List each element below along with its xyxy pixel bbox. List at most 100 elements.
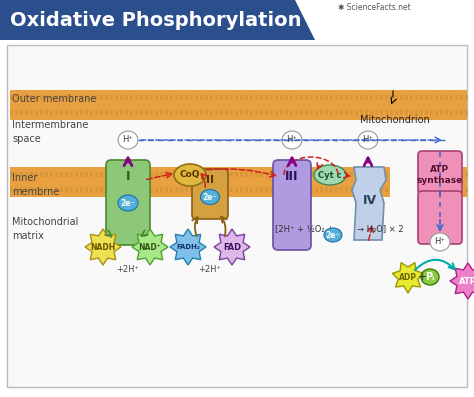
FancyBboxPatch shape — [456, 95, 458, 100]
Polygon shape — [132, 229, 168, 265]
FancyBboxPatch shape — [446, 95, 448, 100]
FancyBboxPatch shape — [210, 95, 213, 100]
FancyBboxPatch shape — [16, 187, 18, 192]
FancyBboxPatch shape — [10, 95, 13, 100]
FancyBboxPatch shape — [240, 172, 243, 177]
FancyBboxPatch shape — [110, 110, 113, 115]
FancyBboxPatch shape — [16, 95, 18, 100]
FancyBboxPatch shape — [216, 95, 218, 100]
FancyBboxPatch shape — [255, 95, 258, 100]
FancyBboxPatch shape — [36, 187, 38, 192]
FancyBboxPatch shape — [220, 172, 223, 177]
Text: H⁺: H⁺ — [287, 135, 298, 145]
FancyBboxPatch shape — [236, 110, 238, 115]
FancyBboxPatch shape — [350, 110, 353, 115]
FancyBboxPatch shape — [71, 172, 73, 177]
FancyBboxPatch shape — [10, 182, 390, 197]
FancyBboxPatch shape — [418, 191, 462, 244]
FancyBboxPatch shape — [310, 110, 313, 115]
FancyBboxPatch shape — [146, 187, 148, 192]
FancyBboxPatch shape — [356, 95, 358, 100]
FancyBboxPatch shape — [275, 172, 278, 177]
FancyBboxPatch shape — [435, 182, 467, 197]
FancyBboxPatch shape — [250, 187, 253, 192]
FancyBboxPatch shape — [361, 110, 363, 115]
FancyBboxPatch shape — [216, 110, 218, 115]
Text: III: III — [285, 170, 299, 183]
FancyBboxPatch shape — [440, 187, 443, 192]
FancyBboxPatch shape — [430, 110, 433, 115]
FancyBboxPatch shape — [40, 187, 43, 192]
FancyBboxPatch shape — [265, 110, 268, 115]
Text: II: II — [206, 175, 214, 185]
FancyBboxPatch shape — [185, 187, 188, 192]
FancyBboxPatch shape — [40, 110, 43, 115]
FancyBboxPatch shape — [75, 95, 78, 100]
FancyBboxPatch shape — [456, 110, 458, 115]
FancyBboxPatch shape — [126, 110, 128, 115]
FancyBboxPatch shape — [130, 187, 133, 192]
FancyBboxPatch shape — [185, 172, 188, 177]
FancyBboxPatch shape — [420, 95, 423, 100]
FancyBboxPatch shape — [446, 172, 448, 177]
FancyBboxPatch shape — [236, 95, 238, 100]
FancyBboxPatch shape — [206, 172, 208, 177]
FancyBboxPatch shape — [51, 187, 53, 192]
FancyBboxPatch shape — [381, 110, 383, 115]
FancyBboxPatch shape — [120, 110, 123, 115]
Ellipse shape — [118, 131, 138, 149]
FancyBboxPatch shape — [110, 95, 113, 100]
Text: Outer membrane: Outer membrane — [12, 94, 96, 104]
FancyBboxPatch shape — [155, 95, 158, 100]
FancyBboxPatch shape — [126, 187, 128, 192]
FancyBboxPatch shape — [136, 172, 138, 177]
FancyBboxPatch shape — [361, 187, 363, 192]
FancyBboxPatch shape — [46, 95, 48, 100]
FancyBboxPatch shape — [371, 95, 373, 100]
Polygon shape — [450, 263, 474, 299]
FancyBboxPatch shape — [436, 110, 438, 115]
FancyBboxPatch shape — [40, 172, 43, 177]
FancyBboxPatch shape — [140, 110, 143, 115]
FancyBboxPatch shape — [230, 110, 233, 115]
Text: [2H⁺ + ½O₂ +: [2H⁺ + ½O₂ + — [275, 224, 335, 233]
FancyBboxPatch shape — [136, 187, 138, 192]
FancyBboxPatch shape — [336, 187, 338, 192]
FancyBboxPatch shape — [310, 172, 313, 177]
FancyBboxPatch shape — [420, 110, 423, 115]
FancyBboxPatch shape — [185, 110, 188, 115]
FancyBboxPatch shape — [316, 172, 318, 177]
FancyBboxPatch shape — [110, 172, 113, 177]
FancyBboxPatch shape — [450, 95, 453, 100]
FancyBboxPatch shape — [161, 110, 163, 115]
FancyBboxPatch shape — [65, 172, 68, 177]
FancyBboxPatch shape — [261, 187, 263, 192]
FancyBboxPatch shape — [171, 172, 173, 177]
PathPatch shape — [352, 167, 386, 240]
FancyBboxPatch shape — [316, 110, 318, 115]
Text: H⁺: H⁺ — [435, 237, 446, 247]
Text: I: I — [126, 170, 130, 183]
FancyBboxPatch shape — [301, 187, 303, 192]
FancyBboxPatch shape — [306, 172, 308, 177]
FancyBboxPatch shape — [418, 151, 462, 194]
FancyBboxPatch shape — [151, 172, 153, 177]
FancyBboxPatch shape — [310, 95, 313, 100]
FancyBboxPatch shape — [106, 187, 108, 192]
FancyBboxPatch shape — [192, 169, 228, 219]
FancyBboxPatch shape — [465, 187, 468, 192]
FancyBboxPatch shape — [340, 95, 343, 100]
FancyBboxPatch shape — [55, 110, 58, 115]
FancyBboxPatch shape — [381, 187, 383, 192]
FancyBboxPatch shape — [65, 95, 68, 100]
FancyBboxPatch shape — [226, 95, 228, 100]
FancyBboxPatch shape — [10, 105, 467, 120]
Text: H⁺: H⁺ — [123, 135, 134, 145]
FancyBboxPatch shape — [61, 110, 63, 115]
FancyBboxPatch shape — [10, 90, 467, 105]
FancyBboxPatch shape — [340, 187, 343, 192]
FancyBboxPatch shape — [306, 187, 308, 192]
FancyBboxPatch shape — [140, 187, 143, 192]
FancyBboxPatch shape — [220, 187, 223, 192]
FancyBboxPatch shape — [165, 172, 168, 177]
